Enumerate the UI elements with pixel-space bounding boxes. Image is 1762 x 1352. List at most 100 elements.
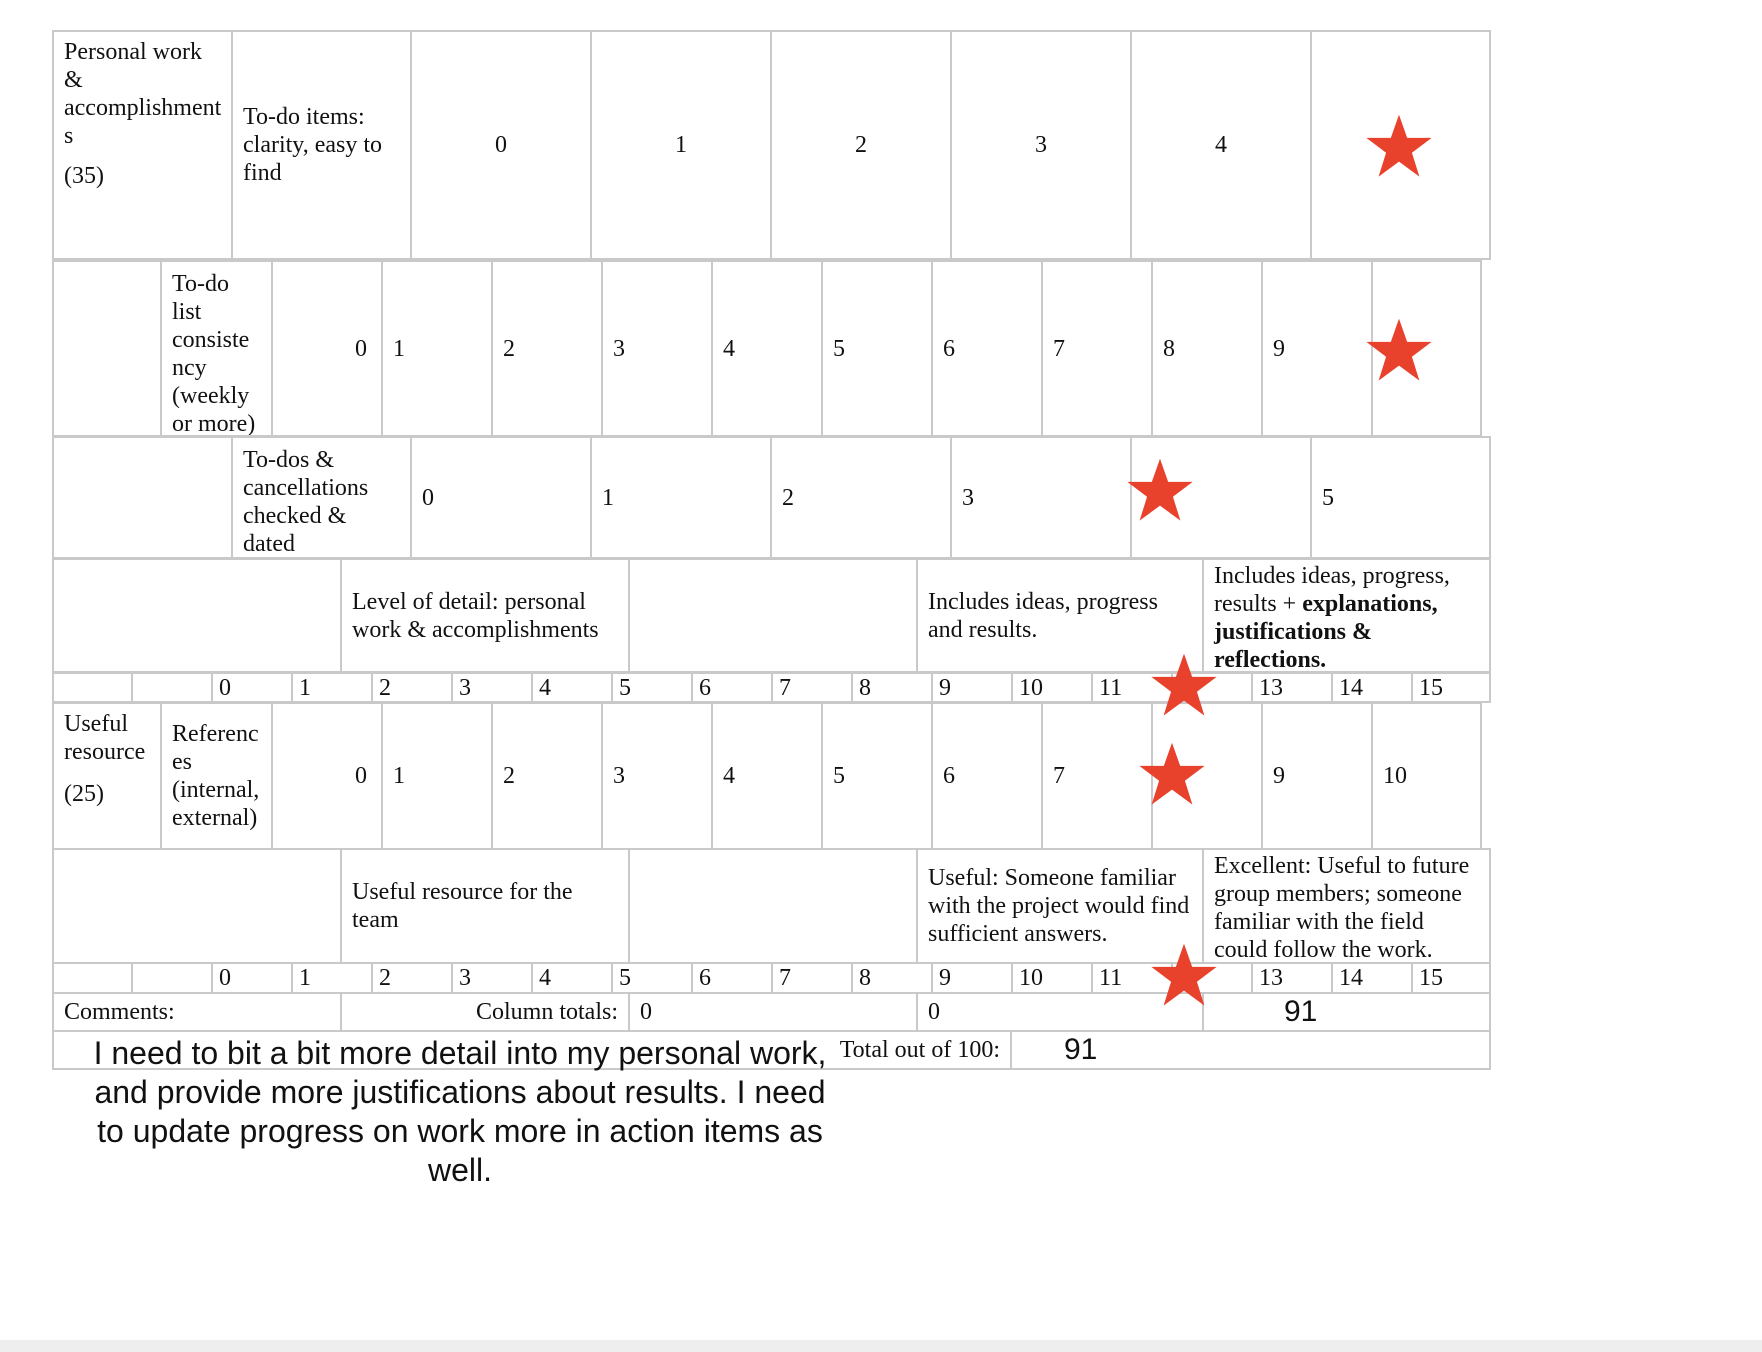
score-cell[interactable]: 10 [1011,962,1093,994]
score-value: 8 [859,965,871,991]
score-cell[interactable]: 9 [931,962,1013,994]
score-cell[interactable]: 7 [771,962,853,994]
total-value-cell[interactable]: 91 [1010,1030,1491,1070]
score-cell[interactable]: 1 [590,436,772,559]
score-cell[interactable]: 4 [711,702,823,850]
score-cell[interactable]: 0 [410,30,592,260]
score-cell[interactable]: 5 [821,260,933,437]
score-cell-selected[interactable] [1310,30,1491,260]
category-points: (25) [64,781,104,807]
score-value: 3 [459,674,471,701]
comments-label: Comments: [64,999,175,1025]
score-cell[interactable]: 7 [1041,260,1153,437]
score-value: 11 [1099,674,1123,701]
score-cell[interactable]: 9 [931,672,1013,703]
score-cell[interactable]: 10 [1011,672,1093,703]
score-value: 5 [833,763,845,789]
criterion-label: Level of detail: personal work & accompl… [352,588,599,643]
score-cell[interactable]: 0 [271,702,383,850]
score-cell[interactable]: 6 [691,672,773,703]
score-cell-selected[interactable] [1151,702,1263,850]
description-text: Excellent: Useful to future group member… [1214,853,1470,963]
score-cell[interactable]: 14 [1331,962,1413,994]
score-cell[interactable]: 15 [1411,962,1491,994]
score-cell[interactable]: 8 [1151,260,1263,437]
comment-text: I need to bit a bit more detail into my … [93,1035,827,1188]
score-cell[interactable]: 4 [531,672,613,703]
score-cell[interactable]: 6 [931,260,1043,437]
score-cell-selected[interactable] [1130,436,1312,559]
criterion-label: Referenc es (internal, external) [172,721,260,831]
score-cell[interactable]: 1 [381,702,493,850]
score-cell[interactable]: 3 [950,30,1132,260]
score-value: 7 [1053,763,1065,789]
score-cell[interactable]: 5 [1310,436,1491,559]
score-cell[interactable]: 1 [291,962,373,994]
score-cell[interactable]: 2 [371,962,453,994]
score-value: 3 [613,335,625,362]
column-total-b[interactable]: 0 [916,992,1204,1032]
score-cell[interactable]: 2 [770,436,952,559]
score-value: 2 [503,763,515,789]
score-cell[interactable]: 8 [851,962,933,994]
score-cell[interactable]: 9 [1261,260,1373,437]
column-total-a[interactable]: 0 [628,992,918,1032]
score-cell[interactable]: 3 [451,962,533,994]
score-value: 0 [355,335,367,362]
score-value: 4 [1215,132,1227,158]
score-cell[interactable]: 0 [211,962,293,994]
description-text: Includes ideas, progress and results. [928,588,1158,643]
score-cell[interactable]: 14 [1331,672,1413,703]
score-cell[interactable]: 0 [271,260,383,437]
criterion-label: Useful resource for the team [352,879,573,933]
score-cell[interactable]: 3 [601,702,713,850]
score-cell[interactable]: 4 [531,962,613,994]
level-description-high: Excellent: Useful to future group member… [1202,848,1491,964]
score-cell-selected[interactable] [1171,962,1253,994]
score-cell[interactable]: 1 [381,260,493,437]
score-cell[interactable]: 3 [601,260,713,437]
score-value: 9 [1273,763,1285,789]
score-value: 2 [379,965,391,991]
score-cell[interactable]: 5 [821,702,933,850]
total-label-cell: Total out of 100: [820,1030,1012,1070]
score-cell[interactable]: 11 [1091,962,1173,994]
score-cell[interactable]: 8 [851,672,933,703]
score-cell[interactable]: 6 [691,962,773,994]
criterion-cell: Referenc es (internal, external) [160,702,273,850]
score-cell[interactable]: 15 [1411,672,1491,703]
empty-cell [52,260,162,437]
score-cell-selected[interactable] [1371,260,1482,437]
score-cell[interactable]: 1 [590,30,772,260]
score-cell-selected[interactable] [1171,672,1253,703]
score-cell[interactable]: 5 [611,672,693,703]
score-cell[interactable]: 5 [611,962,693,994]
score-cell[interactable]: 3 [451,672,533,703]
score-cell[interactable]: 7 [771,672,853,703]
score-value: 1 [299,674,311,701]
score-cell[interactable]: 2 [491,260,603,437]
score-cell[interactable]: 13 [1251,672,1333,703]
level-description-mid: Useful: Someone familiar with the projec… [916,848,1204,964]
score-cell[interactable]: 6 [931,702,1043,850]
score-cell[interactable]: 9 [1261,702,1373,850]
score-cell[interactable]: 4 [1130,30,1312,260]
description-text: Includes ideas, progress, results + [1214,563,1450,617]
score-cell[interactable]: 0 [410,436,592,559]
score-cell[interactable]: 13 [1251,962,1333,994]
score-value: 3 [1035,132,1047,158]
score-cell[interactable]: 11 [1091,672,1173,703]
score-cell[interactable]: 7 [1041,702,1153,850]
score-cell[interactable]: 3 [950,436,1132,559]
score-value: 6 [699,674,711,701]
score-value: 6 [943,335,955,362]
score-cell[interactable]: 0 [211,672,293,703]
score-cell[interactable]: 1 [291,672,373,703]
score-cell[interactable]: 10 [1371,702,1482,850]
score-cell[interactable]: 2 [770,30,952,260]
score-cell[interactable]: 2 [491,702,603,850]
score-cell[interactable]: 2 [371,672,453,703]
score-cell[interactable]: 4 [711,260,823,437]
score-value: 14 [1339,674,1363,701]
score-value: 2 [855,132,867,158]
